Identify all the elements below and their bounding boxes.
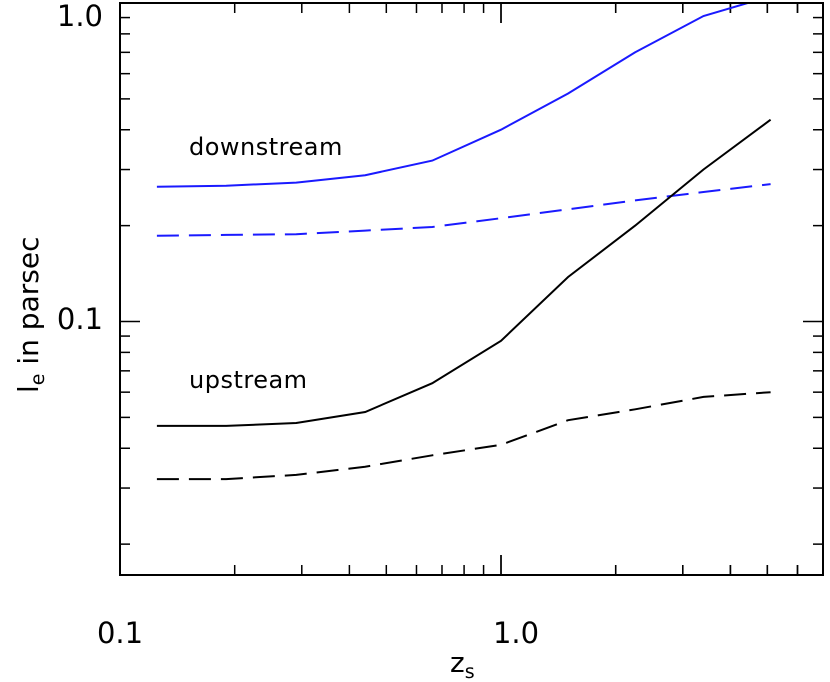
annotation-upstream: upstream	[189, 366, 308, 394]
series-line-1	[156, 183, 771, 237]
x-tick-label-1.0: 1.0	[493, 616, 539, 650]
x-axis-title-main: z	[450, 646, 465, 679]
x-tick-label-0.1: 0.1	[97, 616, 143, 650]
x-axis-title-sub: s	[465, 661, 475, 682]
series-line-0	[156, 3, 752, 188]
axis-ticks	[119, 2, 824, 575]
y-axis-title-sub: e	[27, 374, 49, 386]
y-axis-title-main: l	[12, 385, 45, 393]
plot-frame	[119, 2, 824, 576]
x-axis-title: zs	[450, 646, 475, 682]
y-axis-title-rest: in parsec	[12, 237, 45, 374]
y-tick-label-1.0: 1.0	[57, 0, 103, 33]
annotation-downstream: downstream	[189, 133, 343, 161]
y-axis-title: le in parsec	[12, 237, 49, 393]
y-tick-label-0.1: 0.1	[57, 302, 103, 336]
series-line-2	[156, 118, 772, 427]
series-lines	[156, 3, 772, 481]
series-line-3	[156, 391, 771, 481]
